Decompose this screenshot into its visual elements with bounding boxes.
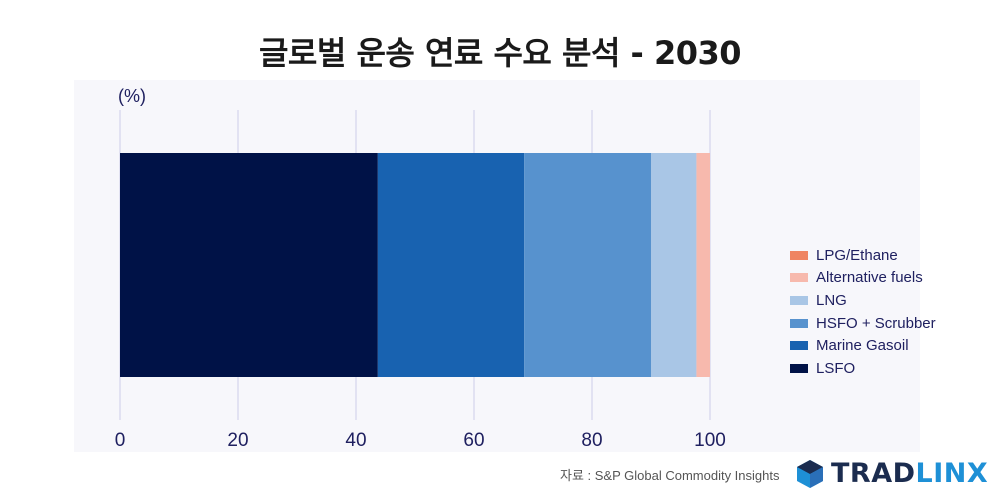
legend-item-lsfo: LSFO [790, 357, 936, 380]
legend-item-lng: LNG [790, 289, 936, 312]
bar-segment-hsfo-scrubber [524, 153, 651, 377]
bar-segment-lsfo [120, 153, 378, 377]
source-note: 자료 : S&P Global Commodity Insights [560, 468, 780, 483]
legend-label: HSFO + Scrubber [816, 314, 936, 332]
unit-label: (%) [118, 86, 146, 106]
legend-label: Marine Gasoil [816, 337, 909, 355]
legend-label: Alternative fuels [816, 269, 923, 287]
legend-item-alternative-fuels: Alternative fuels [790, 267, 936, 290]
bar-segment-marine-gasoil [377, 153, 525, 377]
x-tick-label: 20 [227, 430, 248, 451]
legend-label: LNG [816, 291, 847, 309]
legend-label: LSFO [816, 359, 856, 377]
legend-swatch [790, 295, 808, 305]
legend-item-marine-gasoil: Marine Gasoil [790, 334, 936, 357]
legend-swatch [790, 341, 808, 351]
x-tick-label: 100 [694, 430, 726, 451]
chart-title: 글로벌 운송 연료 수요 분석 - 2030 [258, 34, 742, 72]
legend-swatch [790, 273, 808, 283]
x-tick-label: 80 [581, 430, 602, 451]
legend: LPG/Ethane Alternative fuels LNG HSFO + … [790, 244, 936, 380]
bar-segment-lng [651, 153, 697, 377]
tradlinx-logo-icon [797, 459, 823, 488]
legend-swatch [790, 318, 808, 328]
legend-swatch [790, 250, 808, 260]
legend-swatch [790, 363, 808, 373]
legend-label: LPG/Ethane [816, 246, 898, 264]
brand-name-part1: TRAD [831, 458, 916, 489]
x-tick-label: 40 [345, 430, 366, 451]
x-tick-label: 60 [463, 430, 484, 451]
x-tick-label: 0 [115, 430, 126, 451]
legend-item-hsfo-scrubber: HSFO + Scrubber [790, 312, 936, 335]
bar-segment-alternative-fuels [696, 153, 710, 377]
brand-name-part2: LINX [915, 458, 989, 489]
bar-segments [120, 153, 710, 377]
brand-logo: TRAD LINX [795, 458, 988, 489]
x-tick-labels: 0 20 40 60 80 100 [115, 430, 726, 451]
legend-item-lpg-ethane: LPG/Ethane [790, 244, 936, 267]
